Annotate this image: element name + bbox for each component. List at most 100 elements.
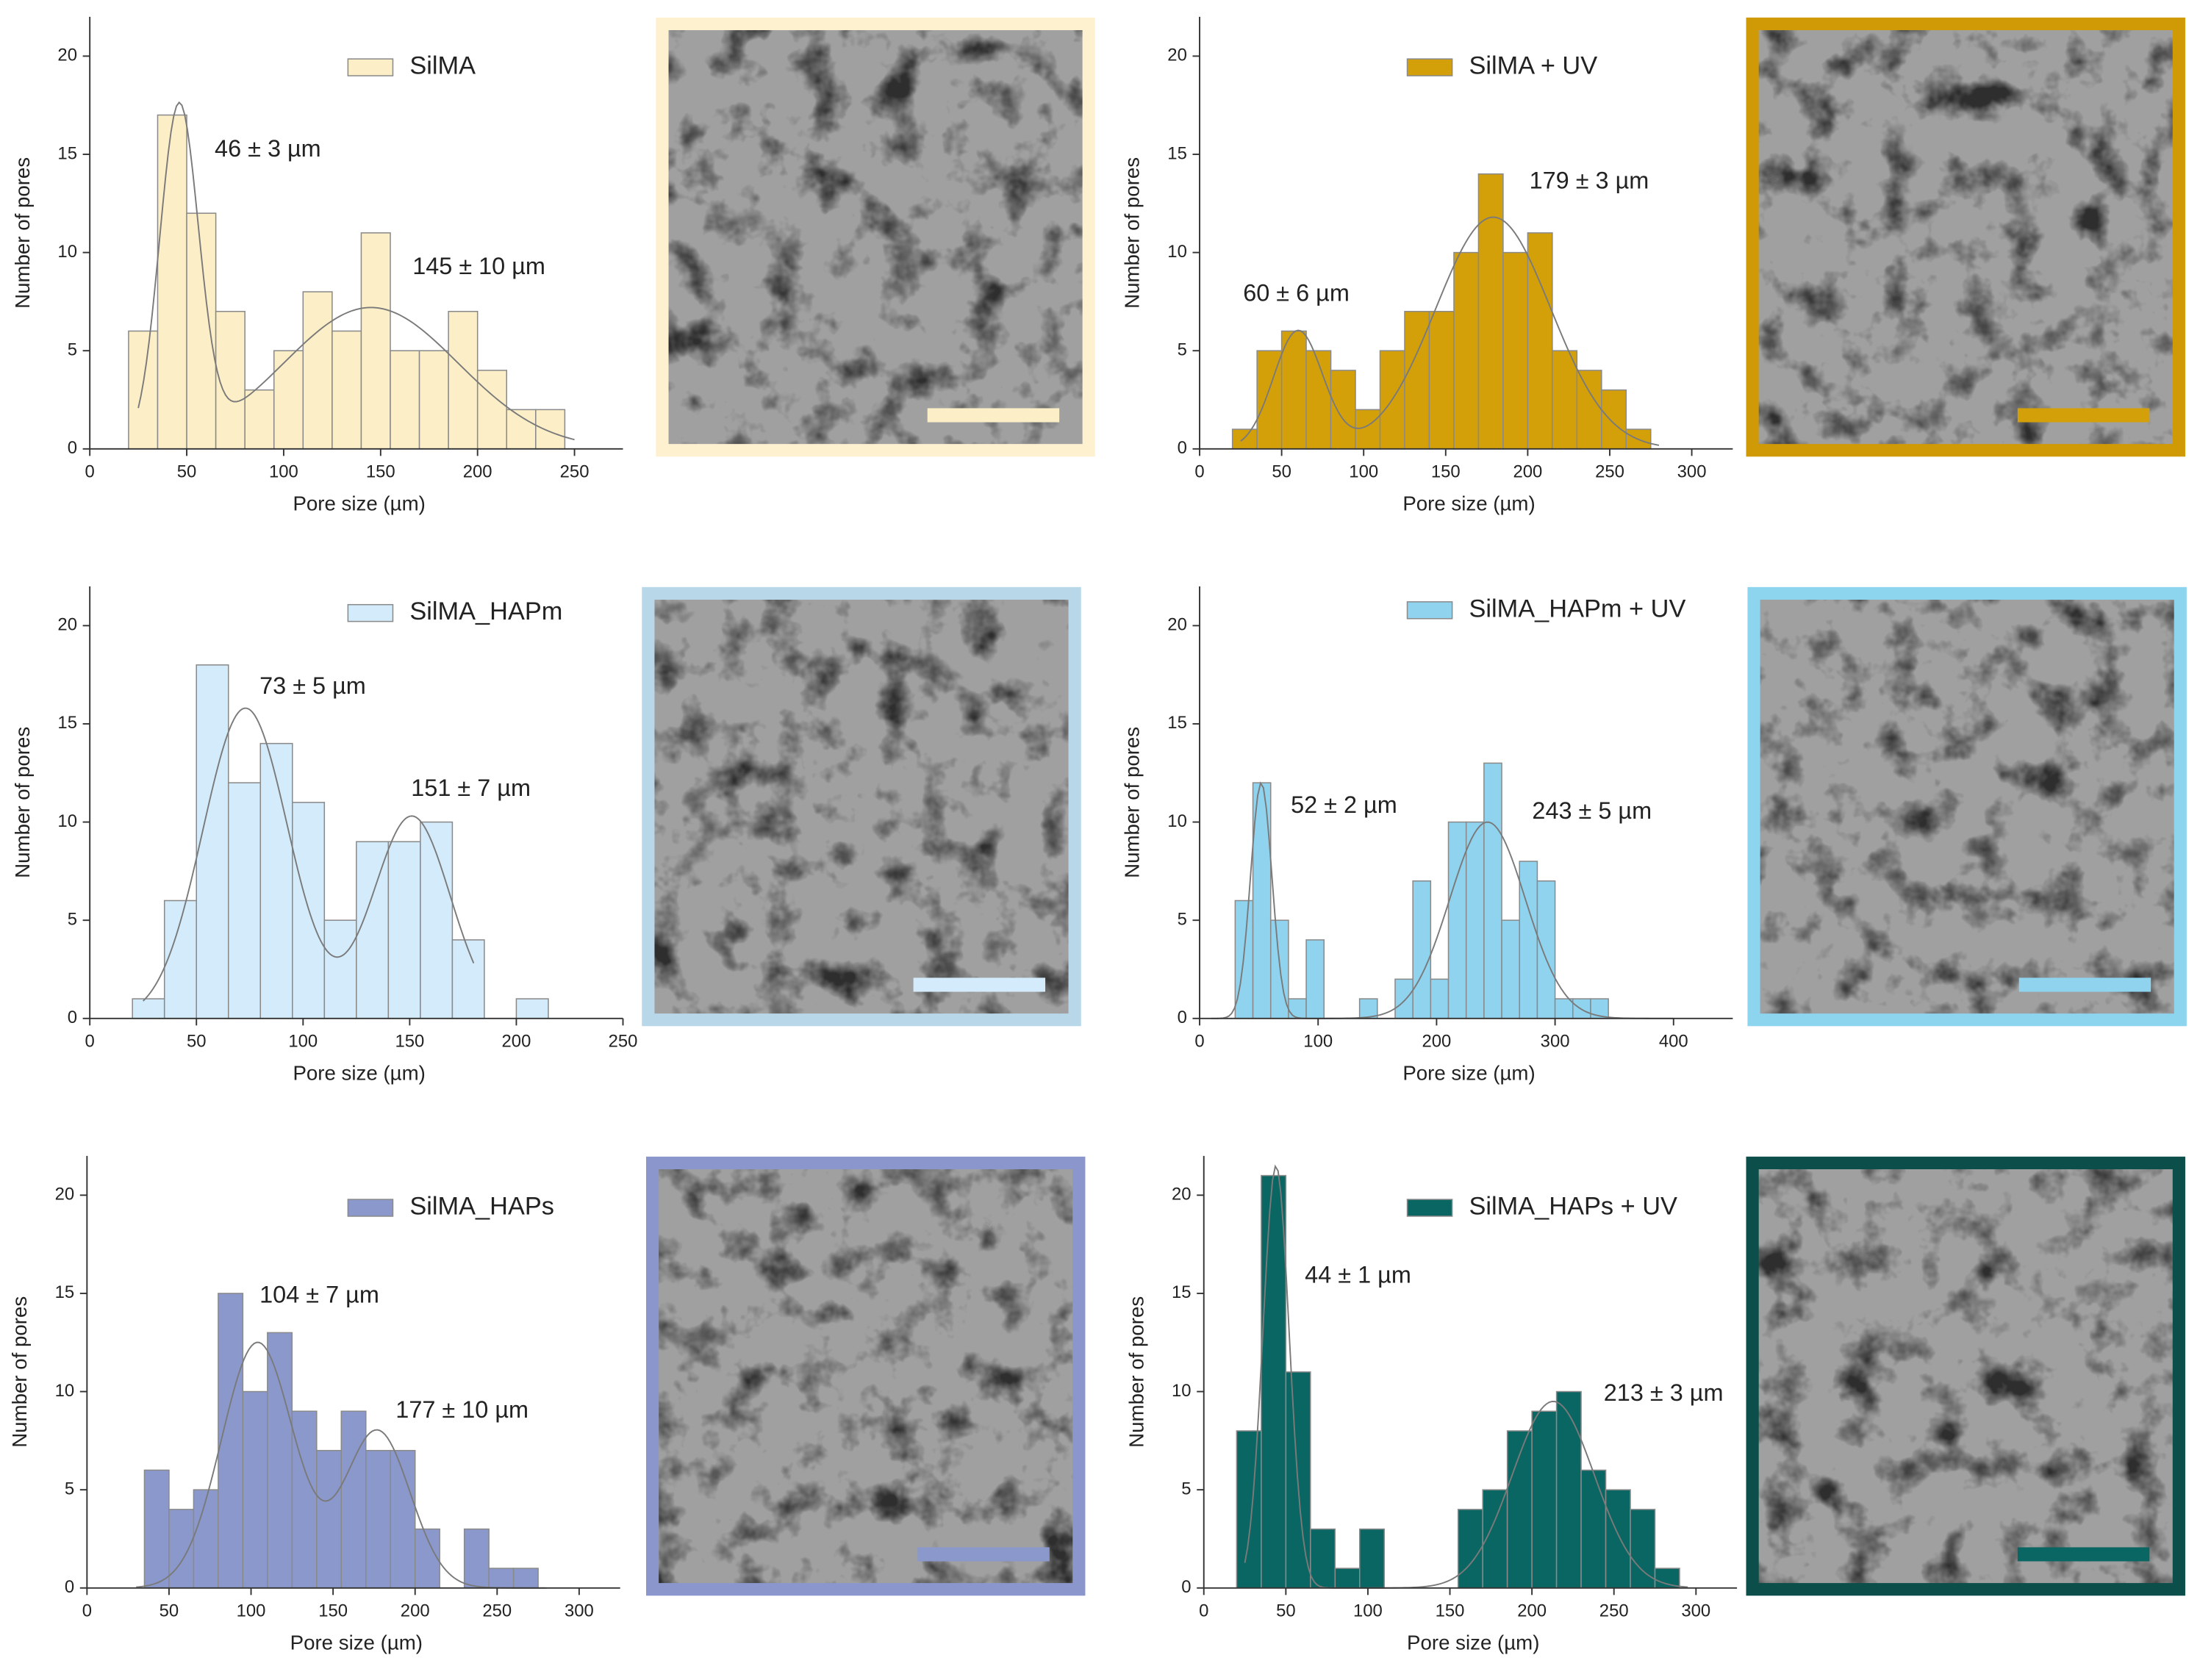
bar (1527, 232, 1553, 450)
bar (316, 1449, 343, 1589)
bar (215, 311, 246, 450)
peak-annotation: 177 ± 10 µm (395, 1396, 528, 1423)
legend-swatch (1406, 601, 1453, 620)
y-tick-label: 5 (68, 909, 77, 929)
sem-texture (662, 24, 1089, 450)
y-tick-label: 20 (1167, 46, 1187, 65)
y-axis-label: Number of pores (1121, 157, 1144, 309)
bar (163, 900, 197, 1019)
x-tick-label: 0 (1194, 1032, 1204, 1052)
y-tick-label: 15 (57, 713, 77, 733)
y-tick-label: 0 (1178, 438, 1187, 458)
bar (1601, 389, 1627, 450)
y-tick-label: 10 (1167, 811, 1187, 831)
bar (451, 939, 485, 1019)
x-tick-label: 250 (482, 1601, 512, 1621)
fit-curve (1244, 1164, 1688, 1589)
histogram-panel: 0 50 100 150 200 250 300 0 5 10 15 20 Pore size (µm)… (1125, 1155, 2185, 1654)
y-axis-label: Number of pores (11, 727, 34, 878)
x-tick-label: 200 (1517, 1601, 1547, 1621)
bar (1236, 1430, 1262, 1589)
legend-swatch (1406, 58, 1453, 76)
x-tick-label: 50 (1276, 1601, 1296, 1621)
legend-label: SilMA_HAPm + UV (1469, 595, 1686, 622)
x-tick-label: 0 (1199, 1601, 1208, 1621)
x-tick-label: 150 (395, 1032, 424, 1052)
x-tick-label: 250 (1595, 462, 1624, 482)
bar (196, 664, 229, 1019)
bar (365, 1449, 391, 1589)
sem-texture (652, 1163, 1079, 1590)
peak-annotation: 52 ± 2 µm (1291, 791, 1397, 818)
bar (1630, 1509, 1656, 1589)
scale-bar (927, 408, 1060, 423)
histogram-panel: 0 50 100 150 200 250 300 0 5 10 15 20 Pore size (µm)… (1121, 16, 2185, 514)
bar (1605, 1489, 1631, 1589)
bar (390, 1449, 416, 1589)
x-tick-label: 50 (1272, 462, 1291, 482)
bar (360, 232, 391, 450)
bar (476, 370, 508, 450)
bar (1428, 311, 1455, 450)
x-axis-label: Pore size (µm) (290, 1631, 423, 1654)
y-tick-label: 20 (57, 615, 77, 635)
x-tick-label: 50 (177, 462, 197, 482)
y-tick-label: 5 (1178, 340, 1187, 360)
bar (273, 350, 304, 450)
x-tick-label: 0 (82, 1601, 92, 1621)
bar (1412, 880, 1432, 1019)
bar (1280, 330, 1307, 450)
x-tick-label: 300 (1677, 462, 1707, 482)
x-tick-label: 200 (1513, 462, 1542, 482)
bar (332, 330, 362, 450)
bar (132, 998, 165, 1019)
y-tick-label: 0 (68, 438, 77, 458)
x-tick-label: 150 (1431, 462, 1461, 482)
x-tick-label: 200 (502, 1032, 531, 1052)
bar (291, 1410, 318, 1589)
y-tick-label: 5 (65, 1479, 74, 1498)
bar (259, 742, 293, 1019)
bar (1355, 409, 1381, 450)
y-tick-label: 20 (1172, 1185, 1192, 1205)
bar (227, 782, 262, 1019)
bar (1555, 1390, 1582, 1589)
y-axis-label: Number of pores (1121, 727, 1144, 878)
bar (1625, 428, 1652, 450)
y-tick-label: 20 (55, 1185, 75, 1205)
bar (1447, 821, 1467, 1019)
legend-swatch (347, 603, 394, 622)
bar (143, 1469, 170, 1589)
x-axis-label: Pore size (µm) (1402, 492, 1535, 514)
bar (535, 409, 566, 450)
bar (1334, 1568, 1361, 1589)
bar (1330, 370, 1356, 450)
legend-swatch (347, 58, 394, 76)
bar (157, 114, 187, 450)
bar (302, 291, 333, 450)
sem-texture (648, 593, 1075, 1020)
bar (448, 311, 479, 450)
x-tick-label: 300 (565, 1601, 594, 1621)
legend-label: SilMA_HAPs + UV (1469, 1193, 1678, 1221)
histogram-panel: 0 50 100 150 200 250 300 0 5 10 15 20 Pore size (µm)… (8, 1155, 1086, 1654)
y-tick-label: 10 (55, 1381, 75, 1401)
x-tick-label: 100 (269, 462, 298, 482)
image-frame (1746, 17, 2185, 457)
bar (1501, 919, 1520, 1019)
bar (387, 841, 421, 1019)
y-tick-label: 15 (55, 1282, 75, 1302)
x-tick-label: 300 (1681, 1601, 1710, 1621)
y-axis-label: Number of pores (11, 157, 34, 309)
peak-annotation: 243 ± 5 µm (1532, 797, 1652, 824)
scale-bar (2018, 977, 2151, 992)
y-axis-label: Number of pores (8, 1296, 31, 1448)
legend-label: SilMA (409, 52, 476, 80)
fit-curve (1240, 216, 1660, 446)
legend-label: SilMA + UV (1469, 52, 1598, 80)
bar (1654, 1568, 1680, 1589)
legend-swatch (1406, 1199, 1453, 1217)
histogram-panel: 0 50 100 150 200 250 0 5 10 15 20 Pore size (µm) Num… (11, 586, 1081, 1084)
x-tick-label: 100 (237, 1601, 266, 1621)
